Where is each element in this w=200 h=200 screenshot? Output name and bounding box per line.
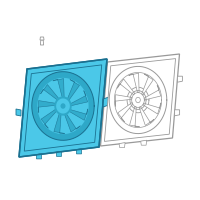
Polygon shape	[177, 76, 182, 82]
Polygon shape	[144, 85, 161, 100]
Polygon shape	[68, 109, 88, 120]
Polygon shape	[16, 109, 21, 116]
Polygon shape	[70, 91, 88, 106]
Polygon shape	[119, 143, 125, 148]
Polygon shape	[41, 85, 60, 101]
Polygon shape	[40, 40, 44, 45]
Polygon shape	[103, 97, 109, 107]
Polygon shape	[24, 65, 102, 151]
Polygon shape	[56, 98, 70, 114]
Polygon shape	[130, 106, 140, 127]
Polygon shape	[32, 72, 94, 140]
Polygon shape	[19, 59, 107, 157]
Polygon shape	[64, 113, 80, 132]
Polygon shape	[104, 59, 176, 141]
Polygon shape	[41, 109, 57, 128]
Polygon shape	[38, 101, 57, 113]
Polygon shape	[36, 154, 42, 159]
Polygon shape	[54, 113, 65, 133]
Polygon shape	[37, 78, 89, 134]
Polygon shape	[61, 103, 65, 109]
Polygon shape	[143, 103, 161, 114]
Polygon shape	[67, 80, 80, 101]
Polygon shape	[53, 79, 64, 99]
Polygon shape	[115, 95, 132, 107]
Polygon shape	[54, 96, 72, 116]
Polygon shape	[142, 74, 153, 95]
Polygon shape	[136, 97, 140, 103]
Polygon shape	[40, 37, 44, 40]
Polygon shape	[118, 103, 133, 122]
Polygon shape	[56, 151, 62, 156]
Polygon shape	[117, 79, 135, 95]
Polygon shape	[175, 110, 180, 116]
Polygon shape	[76, 149, 82, 154]
Polygon shape	[129, 73, 139, 93]
Polygon shape	[139, 107, 154, 125]
Polygon shape	[101, 54, 179, 146]
Polygon shape	[141, 140, 147, 145]
